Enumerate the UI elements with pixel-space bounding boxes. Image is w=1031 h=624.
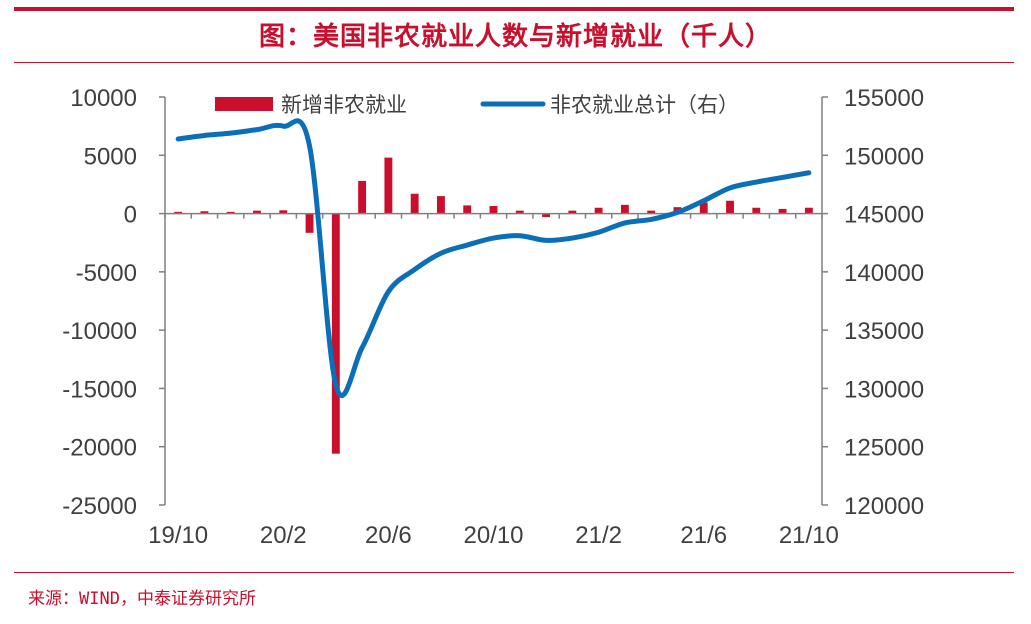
left-y-tick-label: -5000 [76,260,137,287]
left-y-tick-label: 5000 [84,143,137,170]
top-rule [14,7,1014,11]
x-tick-label: 20/6 [365,522,412,549]
x-tick-label: 21/10 [779,522,839,549]
x-tick-label: 21/6 [680,522,727,549]
bar [778,208,787,214]
right-y-tick-label: 120000 [844,493,924,520]
bar [515,210,524,214]
left-y-tick-label: -15000 [62,376,137,403]
bar [699,202,708,214]
x-tick-label: 20/10 [463,522,523,549]
bar [542,213,551,218]
bar [305,213,314,233]
right-y-tick-label: 155000 [844,85,924,112]
bar [647,210,656,214]
right-y-tick-label: 125000 [844,435,924,462]
left-y-tick-label: -10000 [62,318,137,345]
right-y-tick-label: 140000 [844,260,924,287]
source-note: 来源：WIND，中泰证券研究所 [28,589,256,609]
bottom-rule [14,572,1014,573]
legend-label-line: 非农就业总计（右） [550,93,739,117]
x-tick-label: 20/2 [260,522,307,549]
x-tick-label: 19/10 [148,522,208,549]
bar [436,196,445,214]
right-y-tick-label: 130000 [844,376,924,403]
left-y-tick-label: -20000 [62,435,137,462]
bar [226,211,235,214]
bar [752,207,761,214]
bar [331,213,340,454]
legend-label-bar: 新增非农就业 [281,93,407,117]
bar [253,210,261,214]
bar [489,205,498,214]
bar [174,211,183,214]
right-y-tick-label: 145000 [844,202,924,229]
x-tick-label: 21/2 [575,522,622,549]
chart-title: 图：美国非农就业人数与新增就业（千人） [258,22,772,52]
bar [568,210,577,214]
bar [594,207,603,214]
bar [384,157,393,214]
left-y-tick-label: -25000 [62,493,137,520]
bar [463,205,472,214]
left-y-tick-label: 10000 [70,85,137,112]
bar [726,200,734,214]
left-y-tick-label: 0 [124,202,137,229]
bar [279,210,288,214]
bar [200,211,209,214]
right-y-tick-label: 150000 [844,143,924,170]
bar [804,207,813,214]
legend-swatch-bar [215,97,273,111]
bar [620,204,629,214]
series-line-total [175,118,812,398]
right-y-tick-label: 135000 [844,318,924,345]
title-rule [14,62,1014,63]
bar [358,180,367,214]
bar [410,193,419,214]
